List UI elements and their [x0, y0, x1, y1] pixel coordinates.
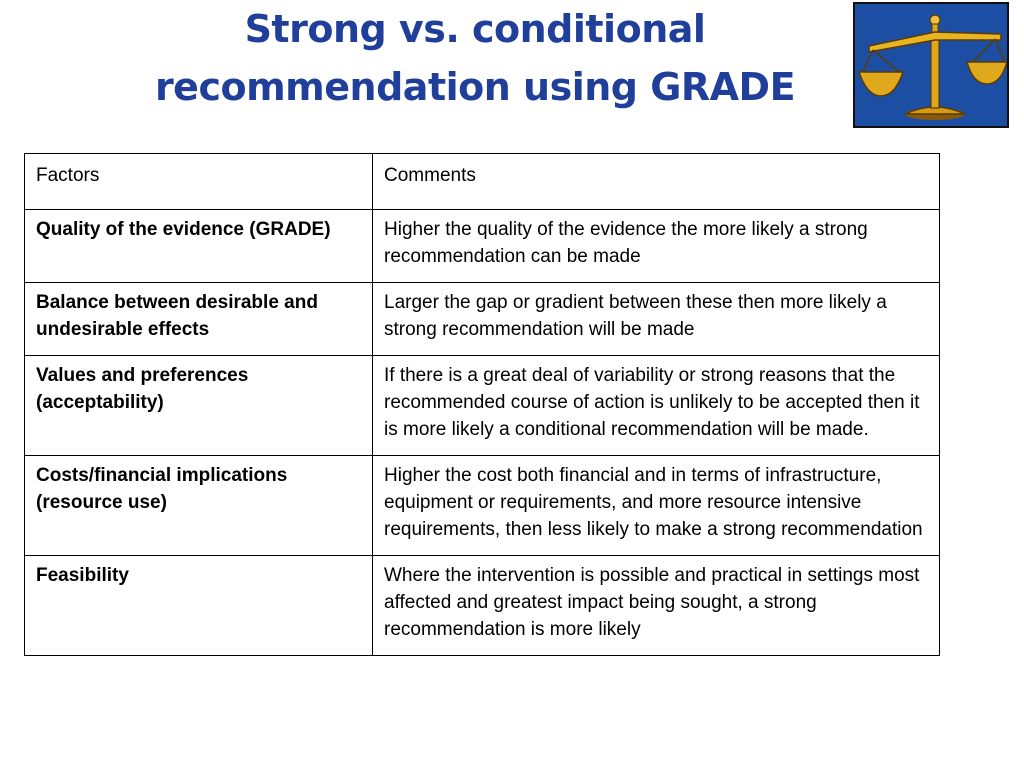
factor-cell: Feasibility — [24, 555, 373, 656]
factor-cell: Costs/financial implications (resource u… — [24, 455, 373, 556]
slide-title: Strong vs. conditional recommendation us… — [60, 0, 890, 116]
header-cell-factors: Factors — [24, 153, 373, 210]
comment-cell: Larger the gap or gradient between these… — [372, 282, 940, 356]
comment-cell: Higher the cost both financial and in te… — [372, 455, 940, 556]
grade-factors-table: Factors Comments Quality of the evidence… — [24, 153, 940, 656]
comment-cell: Where the intervention is possible and p… — [372, 555, 940, 656]
logo-image — [853, 2, 1009, 128]
table-row: Balance between desirable and undesirabl… — [24, 282, 940, 356]
factor-cell: Quality of the evidence (GRADE) — [24, 209, 373, 283]
table-row: Feasibility Where the intervention is po… — [24, 555, 940, 656]
factor-cell: Values and preferences (acceptability) — [24, 355, 373, 456]
comment-cell: Higher the quality of the evidence the m… — [372, 209, 940, 283]
table-header-row: Factors Comments — [24, 153, 940, 210]
balance-scale-icon — [855, 4, 1007, 126]
comment-cell: If there is a great deal of variability … — [372, 355, 940, 456]
header-cell-comments: Comments — [372, 153, 940, 210]
slide-title-line-1: Strong vs. conditional — [244, 7, 706, 51]
table-row: Quality of the evidence (GRADE) Higher t… — [24, 209, 940, 283]
slide-title-line-2: recommendation using GRADE — [154, 65, 796, 109]
table-row: Costs/financial implications (resource u… — [24, 455, 940, 556]
table-row: Values and preferences (acceptability) I… — [24, 355, 940, 456]
factor-cell: Balance between desirable and undesirabl… — [24, 282, 373, 356]
